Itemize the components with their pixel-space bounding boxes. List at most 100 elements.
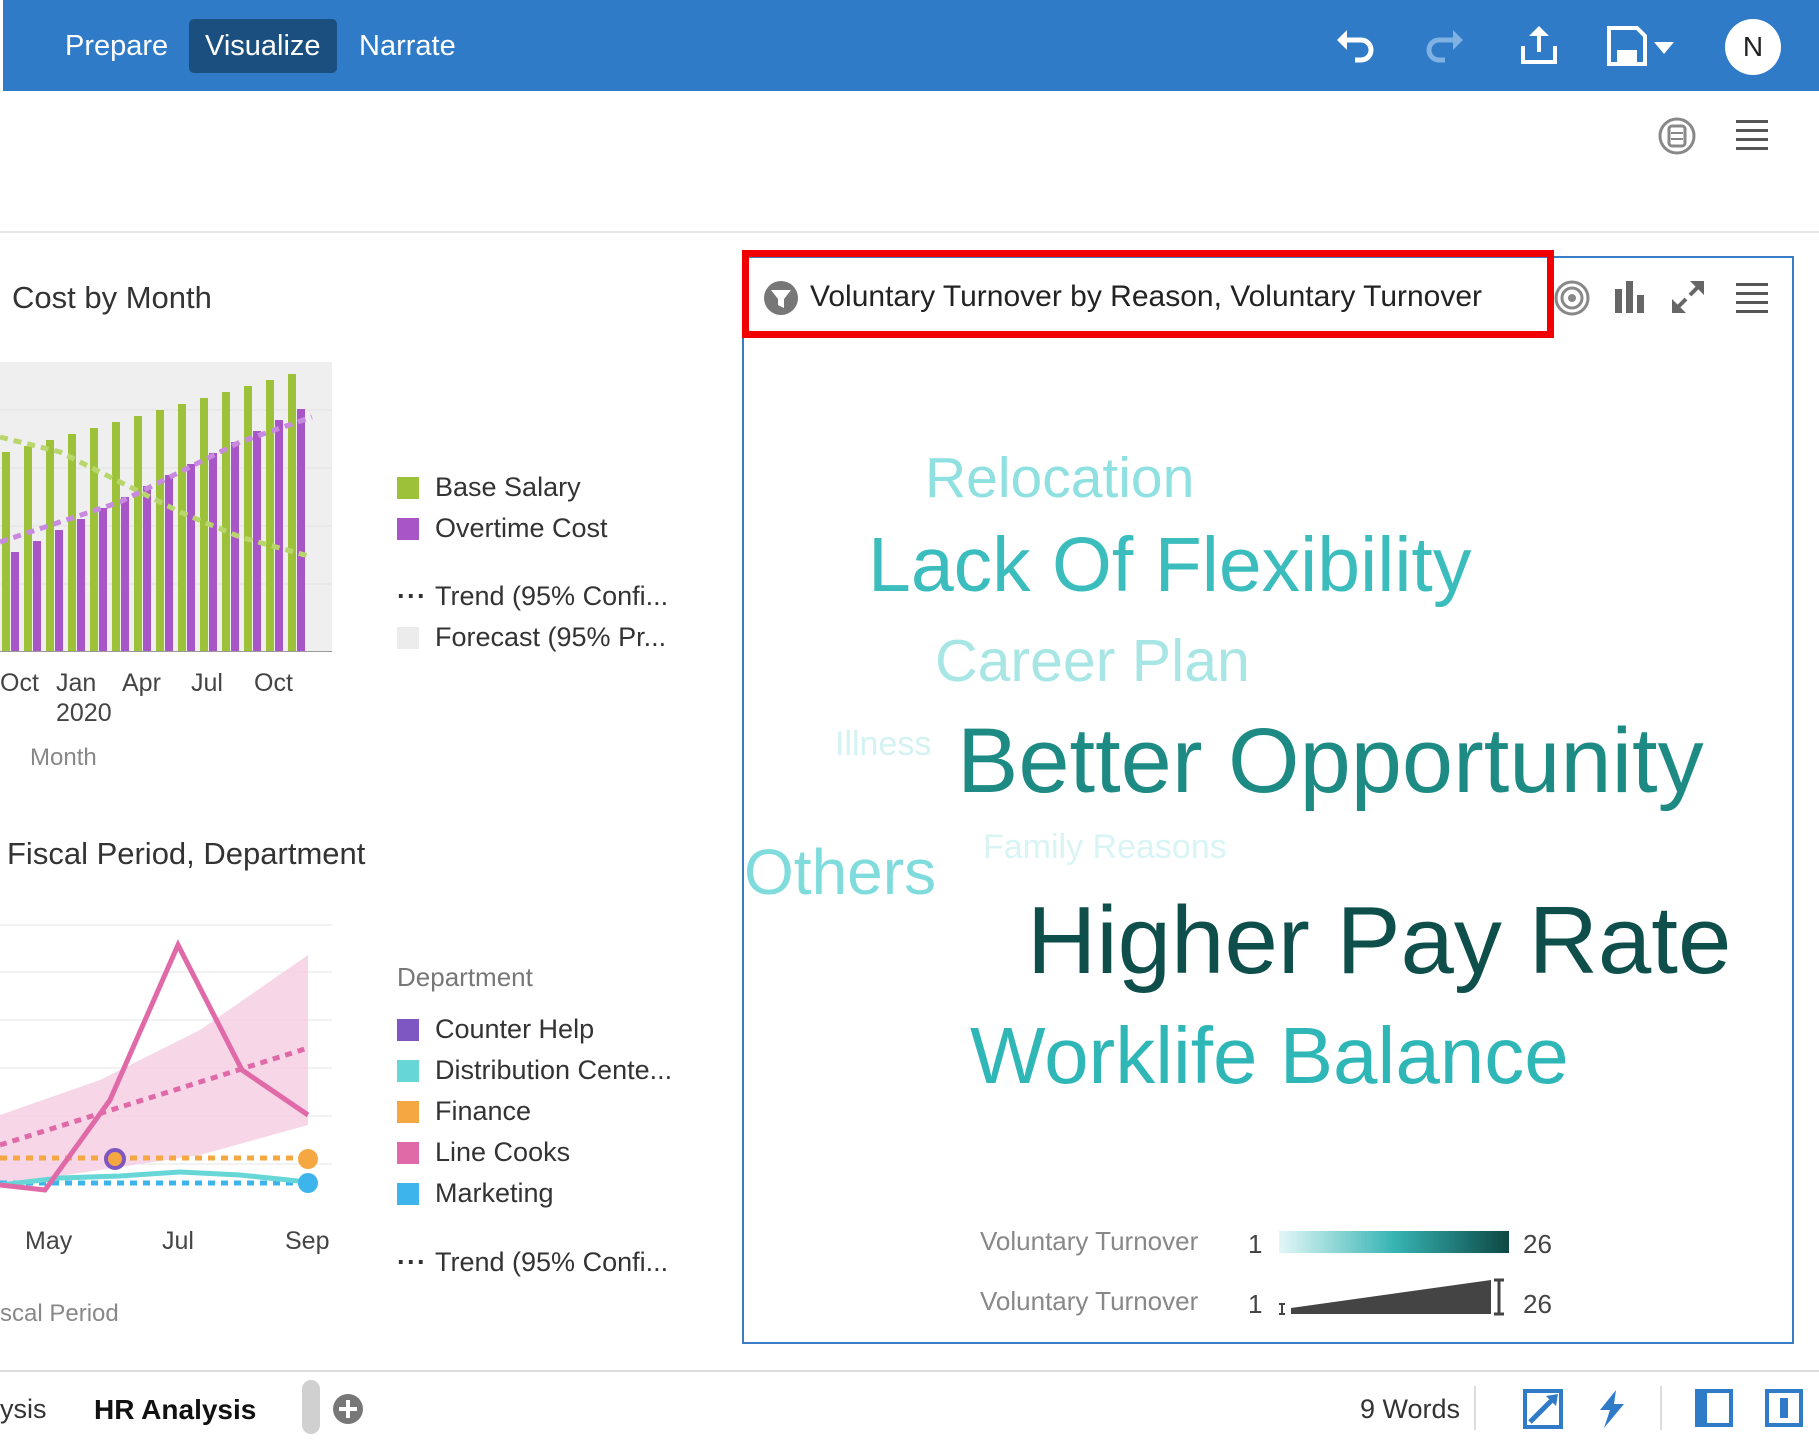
bar-overtime-cost[interactable] xyxy=(187,464,195,652)
data-point-counter-help[interactable] xyxy=(104,1148,126,1170)
legend-item-counter-help[interactable]: Counter Help xyxy=(397,1014,594,1045)
bar-overtime-cost[interactable] xyxy=(77,519,85,652)
canvas-toolbar xyxy=(0,91,1819,233)
legend-label: Overtime Cost xyxy=(435,513,608,543)
save-icon[interactable] xyxy=(1603,22,1651,70)
redo-icon[interactable] xyxy=(1421,22,1469,70)
cost-by-month-chart[interactable] xyxy=(0,362,335,652)
legend-swatch xyxy=(397,1060,419,1082)
legend-size-min: 1 xyxy=(1248,1289,1263,1319)
legend-label: Trend (95% Confi... xyxy=(435,1247,669,1277)
canvas-tab-hr-analysis[interactable]: HR Analysis xyxy=(94,1394,257,1425)
panel-left-icon[interactable] xyxy=(1694,1388,1734,1428)
legend-title: Department xyxy=(397,962,533,992)
bar-overtime-cost[interactable] xyxy=(231,442,239,652)
legend-swatch xyxy=(397,1101,419,1123)
menu-icon[interactable] xyxy=(1734,117,1770,153)
dotted-line-icon: ··· xyxy=(397,1247,427,1277)
add-page-icon[interactable] xyxy=(331,1392,365,1426)
x-tick: Jan xyxy=(56,669,97,697)
tab-scroll-handle[interactable] xyxy=(302,1380,320,1434)
data-point-marketing[interactable] xyxy=(298,1173,318,1193)
word-others[interactable]: Others xyxy=(744,836,937,908)
x-tick: May xyxy=(25,1227,73,1255)
divider xyxy=(1660,1386,1662,1430)
export-icon[interactable] xyxy=(1515,22,1563,70)
word-cloud-viz[interactable] xyxy=(742,256,1794,1344)
word-career-plan[interactable]: Career Plan xyxy=(935,628,1250,694)
bar-chart-icon[interactable] xyxy=(1612,279,1648,315)
bar-base-salary[interactable] xyxy=(134,416,142,652)
data-point-finance[interactable] xyxy=(298,1149,318,1169)
viz-title-fiscal-period-department: Fiscal Period, Department xyxy=(7,836,366,871)
bar-base-salary[interactable] xyxy=(2,452,10,652)
word-illness[interactable]: Illness xyxy=(835,725,932,763)
x-axis-title: Month xyxy=(30,744,97,771)
canvas-settings-icon[interactable] xyxy=(1522,1388,1564,1430)
bar-base-salary[interactable] xyxy=(24,446,32,652)
expand-icon[interactable] xyxy=(1670,279,1706,315)
bar-overtime-cost[interactable] xyxy=(121,497,129,652)
bar-base-salary[interactable] xyxy=(288,374,296,652)
legend-item-trend[interactable]: ··· Trend (95% Confi... xyxy=(397,1247,668,1278)
legend-item-base-salary[interactable]: Base Salary xyxy=(397,472,581,503)
word-relocation[interactable]: Relocation xyxy=(925,446,1195,510)
word-better-opportunity[interactable]: Better Opportunity xyxy=(957,710,1704,812)
undo-icon[interactable] xyxy=(1331,22,1379,70)
bar-base-salary[interactable] xyxy=(112,422,120,652)
word-lack-of-flexibility[interactable]: Lack Of Flexibility xyxy=(868,522,1472,608)
bar-overtime-cost[interactable] xyxy=(143,486,151,652)
filter-icon[interactable] xyxy=(763,280,799,316)
word-worklife-balance[interactable]: Worklife Balance xyxy=(970,1011,1569,1100)
legend-item-finance[interactable]: Finance xyxy=(397,1096,531,1127)
color-scale-gradient xyxy=(1279,1231,1509,1253)
bar-overtime-cost[interactable] xyxy=(275,420,283,652)
legend-item-forecast[interactable]: Forecast (95% Pr... xyxy=(397,622,666,653)
canvas-tab[interactable]: ysis xyxy=(0,1394,47,1424)
bar-base-salary[interactable] xyxy=(156,410,164,652)
bar-overtime-cost[interactable] xyxy=(165,475,173,652)
target-icon[interactable] xyxy=(1553,279,1591,317)
legend-size-label: Voluntary Turnover xyxy=(980,1286,1199,1316)
tab-narrate[interactable]: Narrate xyxy=(359,30,456,62)
bar-base-salary[interactable] xyxy=(222,392,230,652)
word-higher-pay-rate[interactable]: Higher Pay Rate xyxy=(1027,887,1732,994)
top-toolbar: Prepare Visualize Narrate N xyxy=(3,0,1819,91)
bar-overtime-cost[interactable] xyxy=(55,530,63,652)
legend-item-line-cooks[interactable]: Line Cooks xyxy=(397,1137,570,1168)
bar-base-salary[interactable] xyxy=(244,386,252,652)
legend-item-marketing[interactable]: Marketing xyxy=(397,1178,554,1209)
bar-base-salary[interactable] xyxy=(46,440,54,652)
fiscal-period-chart[interactable] xyxy=(0,920,340,1210)
bar-overtime-cost[interactable] xyxy=(33,541,41,652)
panel-right-icon[interactable] xyxy=(1764,1388,1804,1428)
legend-swatch xyxy=(397,1019,419,1041)
data-panel-icon[interactable] xyxy=(1656,115,1698,157)
legend-label: Line Cooks xyxy=(435,1137,571,1167)
bar-base-salary[interactable] xyxy=(90,428,98,652)
bar-base-salary[interactable] xyxy=(178,404,186,652)
bar-overtime-cost[interactable] xyxy=(99,508,107,652)
x-tick: Oct xyxy=(0,669,39,697)
x-axis-title: scal Period xyxy=(0,1300,119,1327)
bar-overtime-cost[interactable] xyxy=(11,552,19,652)
bar-series xyxy=(2,374,305,652)
menu-icon[interactable] xyxy=(1734,280,1770,316)
avatar[interactable]: N xyxy=(1725,19,1781,75)
bar-overtime-cost[interactable] xyxy=(297,409,305,652)
bar-base-salary[interactable] xyxy=(266,380,274,652)
bar-base-salary[interactable] xyxy=(68,434,76,652)
bar-overtime-cost[interactable] xyxy=(209,453,217,652)
tab-visualize[interactable]: Visualize xyxy=(189,19,337,73)
bar-base-salary[interactable] xyxy=(200,398,208,652)
legend-item-trend[interactable]: ··· Trend (95% Confi... xyxy=(397,581,668,612)
chevron-down-icon[interactable] xyxy=(1651,22,1677,70)
line-line-cooks xyxy=(0,939,310,1193)
bar-overtime-cost[interactable] xyxy=(253,431,261,652)
legend-swatch xyxy=(397,1183,419,1205)
legend-item-distribution-center[interactable]: Distribution Cente... xyxy=(397,1055,672,1086)
legend-item-overtime-cost[interactable]: Overtime Cost xyxy=(397,513,608,544)
auto-insights-icon[interactable] xyxy=(1594,1388,1630,1430)
word-family-reasons[interactable]: Family Reasons xyxy=(983,828,1227,866)
tab-prepare[interactable]: Prepare xyxy=(65,30,169,62)
